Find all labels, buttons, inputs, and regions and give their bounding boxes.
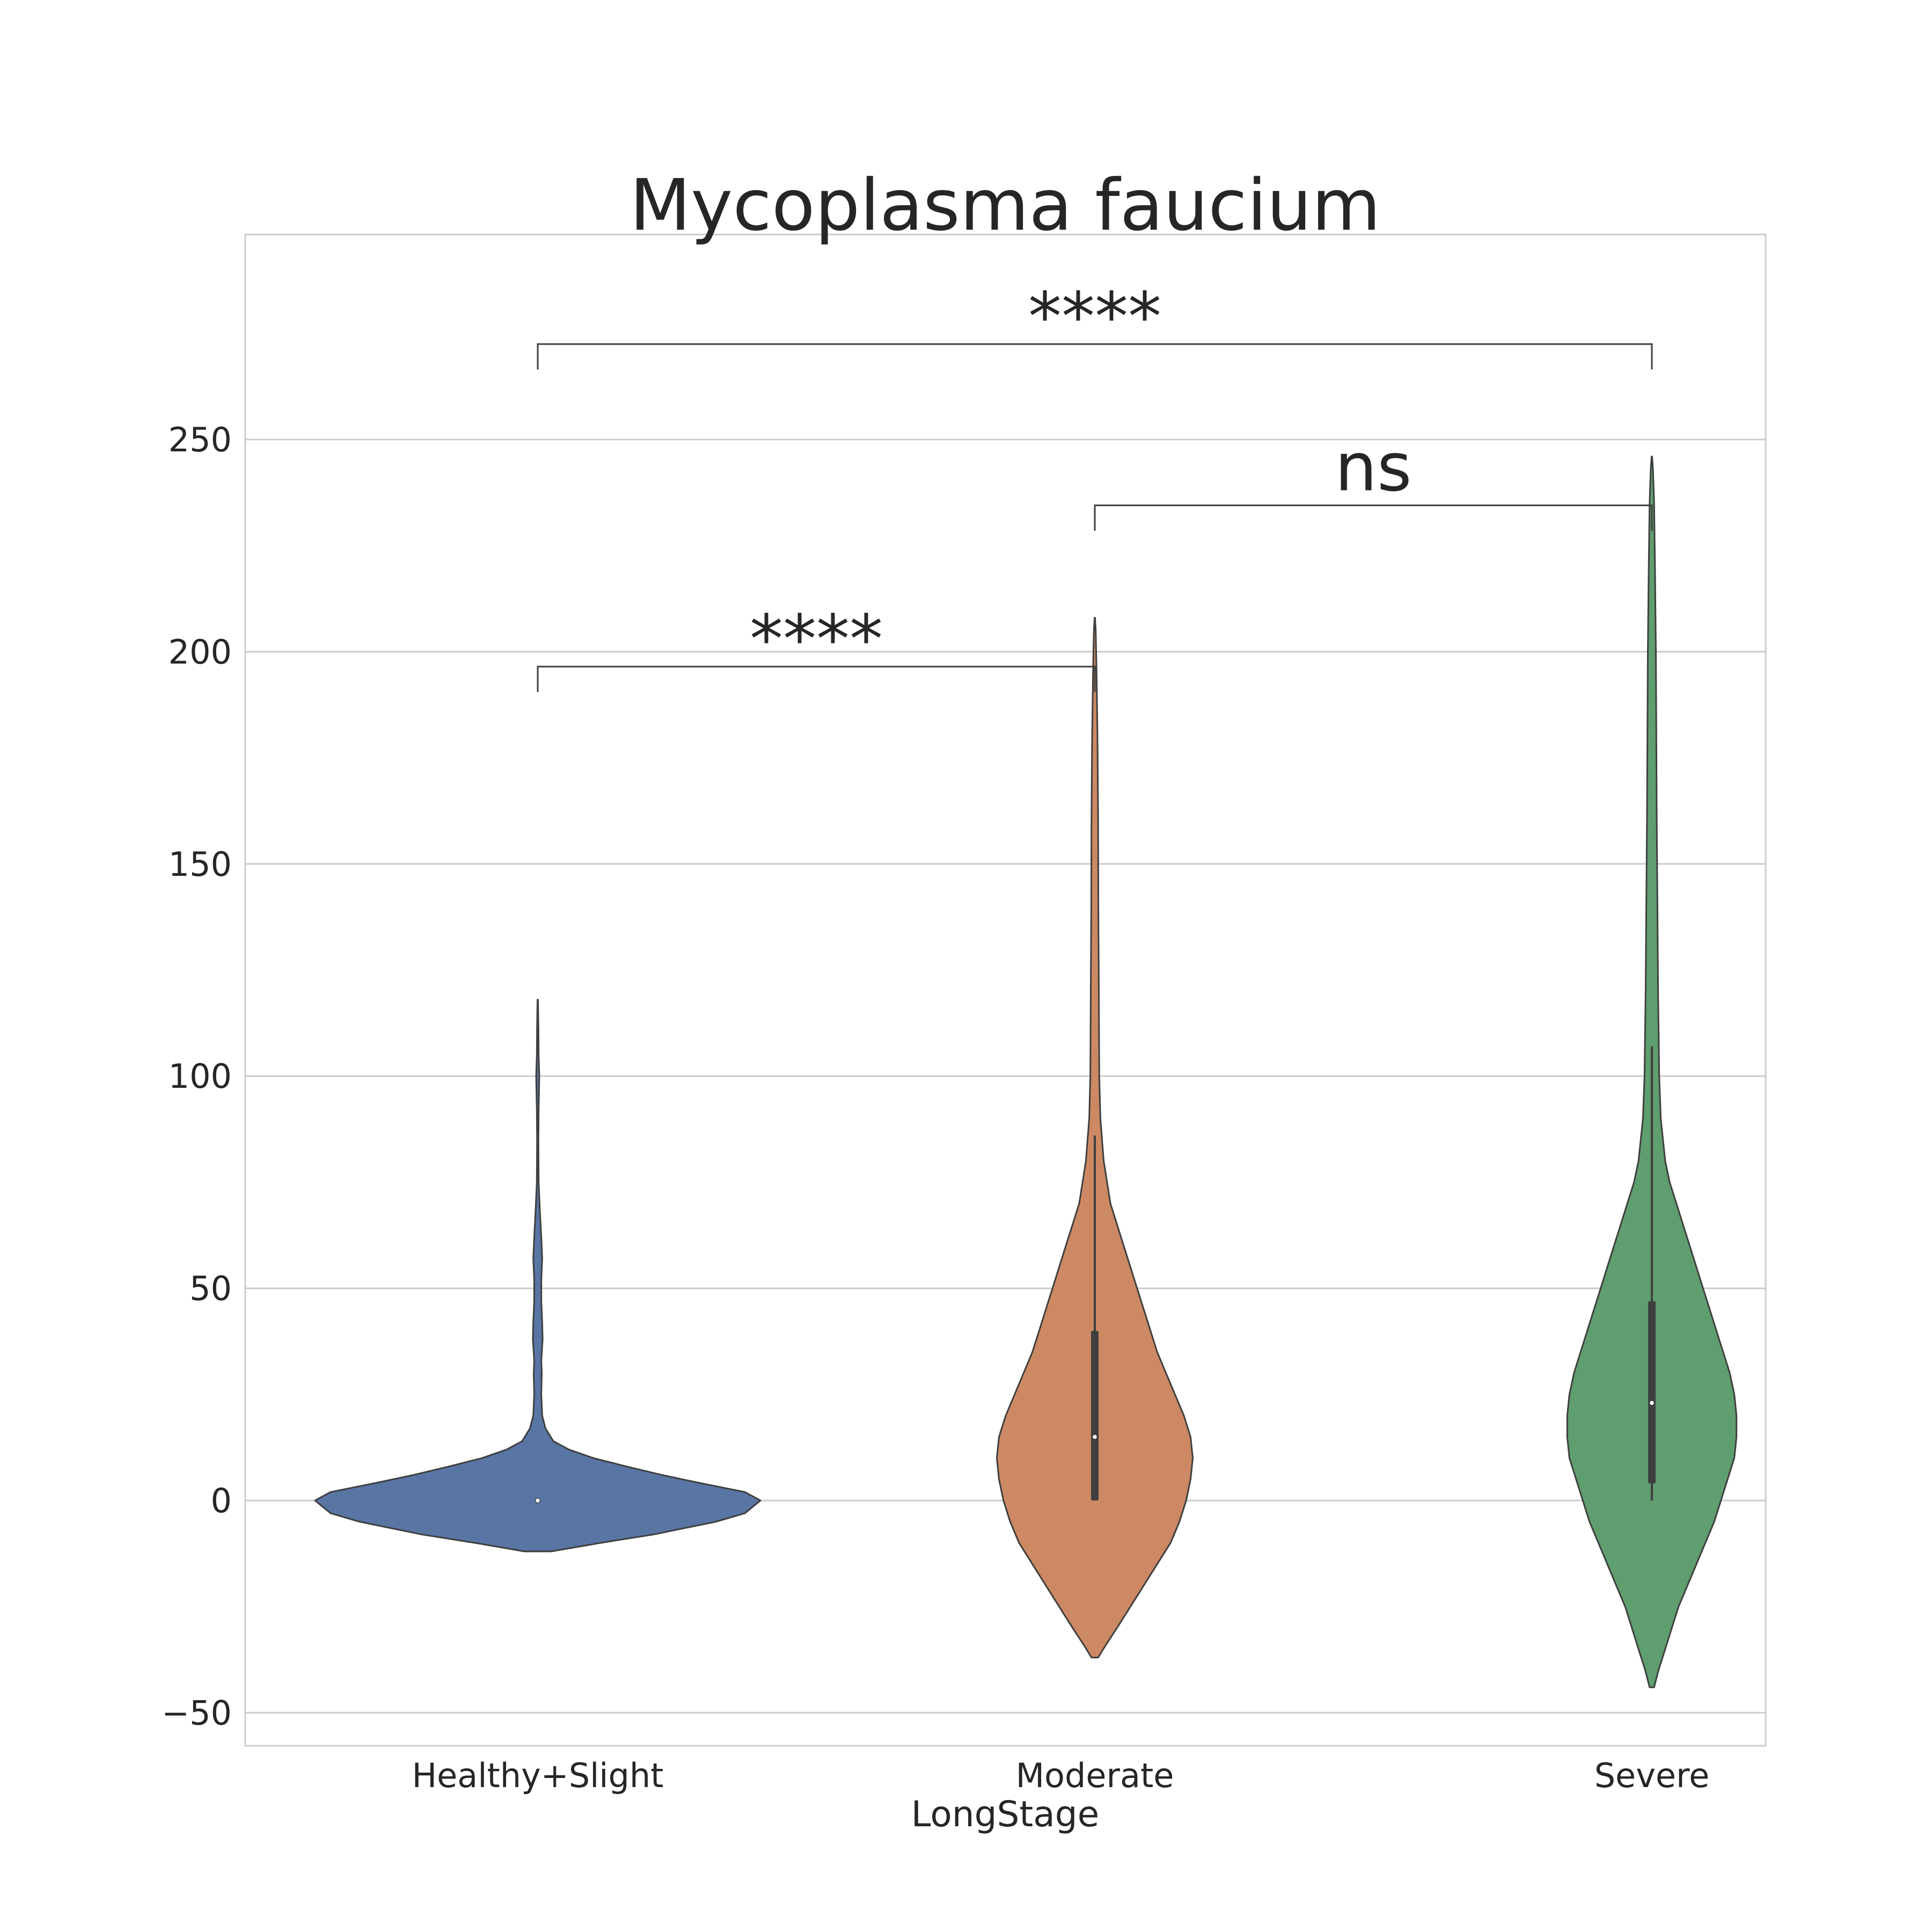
significance-bracket bbox=[1094, 504, 1653, 531]
median-marker bbox=[1649, 1400, 1655, 1406]
y-tick-label: 0 bbox=[211, 1481, 232, 1520]
x-axis-ticks: Healthy+Slight Moderate Severe bbox=[412, 1756, 1710, 1795]
y-tick-label: 50 bbox=[189, 1269, 232, 1308]
median-marker bbox=[535, 1497, 541, 1504]
y-tick-label: 250 bbox=[169, 420, 232, 459]
significance-label: **** bbox=[1028, 279, 1161, 356]
y-tick-label: 200 bbox=[169, 632, 232, 671]
x-tick-label: Moderate bbox=[1016, 1756, 1174, 1795]
y-tick-label: −50 bbox=[162, 1693, 232, 1732]
plot-frame bbox=[244, 233, 1767, 1747]
x-tick-label: Healthy+Slight bbox=[412, 1756, 664, 1795]
significance-label: ns bbox=[1335, 429, 1411, 507]
violins bbox=[314, 456, 1738, 1688]
x-axis-title: LongStage bbox=[911, 1794, 1099, 1835]
violin-healthy-slight bbox=[314, 999, 762, 1553]
y-tick-label: 100 bbox=[169, 1057, 232, 1096]
median-marker bbox=[1092, 1434, 1098, 1440]
y-tick-label: 150 bbox=[169, 845, 232, 884]
iqr-box bbox=[1648, 1301, 1656, 1484]
x-tick-label: Severe bbox=[1594, 1756, 1710, 1795]
significance-label: **** bbox=[750, 601, 883, 678]
chart-title: Mycoplasma faucium bbox=[630, 164, 1380, 247]
significance-annotations: **** ns **** bbox=[537, 279, 1653, 692]
y-axis-ticks: −50 0 50 100 150 200 250 bbox=[162, 420, 232, 1732]
iqr-box bbox=[1091, 1330, 1099, 1501]
significance-bracket bbox=[537, 665, 1096, 692]
significance-bracket bbox=[537, 343, 1653, 370]
